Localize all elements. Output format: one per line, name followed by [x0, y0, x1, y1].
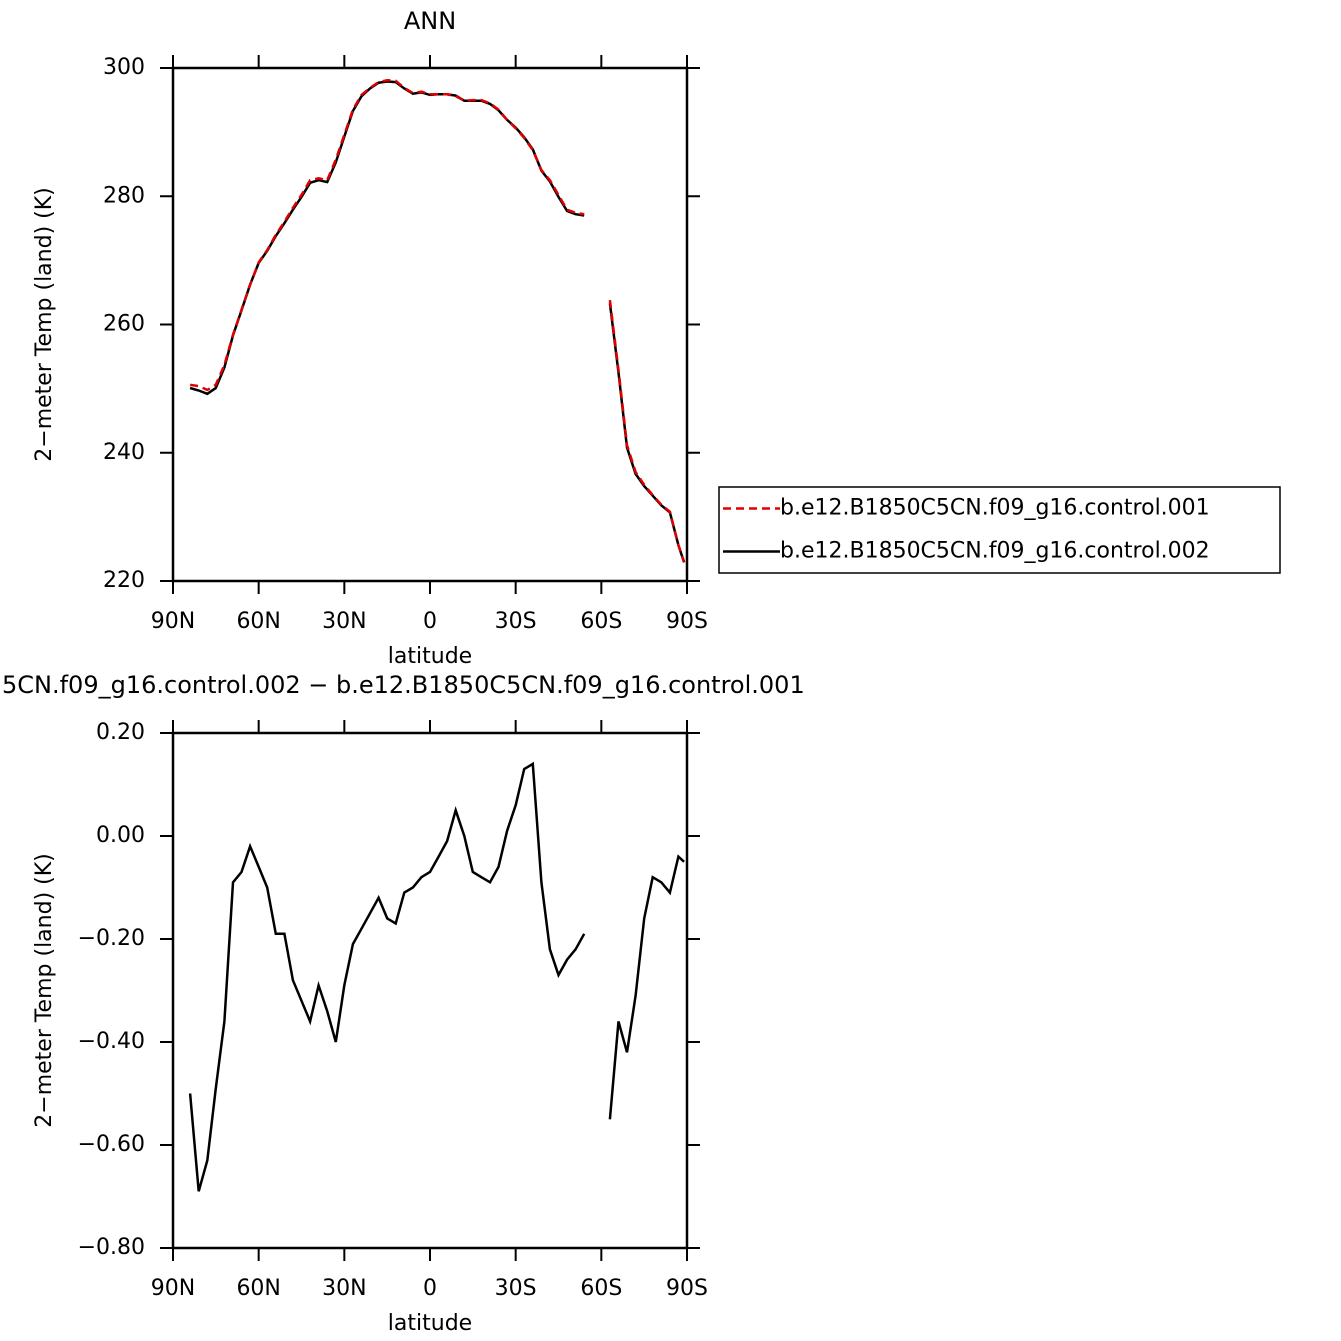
x-tick-label: 30N — [322, 609, 366, 634]
chart-title: 5CN.f09_g16.control.002 − b.e12.B1850C5C… — [2, 671, 805, 699]
legend-label: b.e12.B1850C5CN.f09_g16.control.002 — [780, 539, 1210, 564]
y-tick-label: 280 — [103, 183, 145, 208]
data-line — [189, 80, 686, 563]
chart-title: ANN — [404, 7, 456, 35]
x-tick-label: 60N — [236, 1276, 280, 1301]
y-tick-label: 220 — [103, 568, 145, 593]
plot-frame — [171, 66, 689, 583]
x-tick-label: 60S — [580, 609, 622, 634]
x-tick-label: 0 — [423, 609, 437, 634]
x-tick-label: 60S — [580, 1276, 622, 1301]
y-tick-label: 300 — [103, 55, 145, 80]
y-tick-label: −0.20 — [78, 926, 145, 951]
y-tick-label: −0.80 — [78, 1235, 145, 1260]
x-tick-label: 90S — [666, 1276, 708, 1301]
y-tick-label: 0.20 — [96, 720, 145, 745]
x-axis-label: latitude — [388, 644, 472, 669]
x-tick-label: 60N — [236, 609, 280, 634]
x-tick-label: 90N — [151, 1276, 195, 1301]
x-tick-label: 90S — [666, 609, 708, 634]
y-tick-label: 260 — [103, 312, 145, 337]
x-tick-label: 90N — [151, 609, 195, 634]
data-line — [189, 78, 686, 563]
x-tick-label: 30N — [322, 1276, 366, 1301]
legend-label: b.e12.B1850C5CN.f09_g16.control.001 — [780, 496, 1210, 521]
y-tick-label: −0.60 — [78, 1132, 145, 1157]
legend-box — [718, 486, 1281, 574]
y-tick-label: 0.00 — [96, 823, 145, 848]
x-tick-label: 30S — [495, 609, 537, 634]
y-tick-label: −0.40 — [78, 1029, 145, 1054]
x-tick-label: 0 — [423, 1276, 437, 1301]
plot-frame — [171, 731, 689, 1250]
y-axis-label: 2−meter Temp (land) (K) — [32, 187, 57, 461]
x-tick-label: 30S — [495, 1276, 537, 1301]
x-axis-label: latitude — [388, 1311, 472, 1336]
y-tick-label: 240 — [103, 440, 145, 465]
y-axis-label: 2−meter Temp (land) (K) — [32, 853, 57, 1127]
data-line — [188, 761, 685, 1192]
